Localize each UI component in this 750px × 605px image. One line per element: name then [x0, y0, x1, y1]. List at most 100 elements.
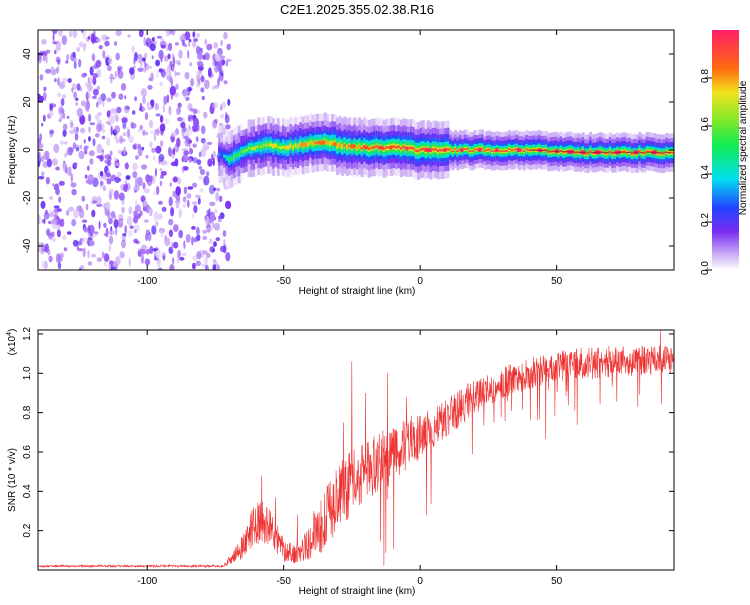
noise-blob: [88, 150, 95, 157]
signal-band-cell: [372, 146, 376, 149]
noise-blob: [58, 30, 63, 37]
noise-blob: [215, 54, 220, 62]
snr-y-axis-label: SNR (10 * v/v): [7, 448, 18, 512]
signal-band-cell: [264, 143, 268, 147]
noise-blob: [81, 237, 88, 244]
noise-blob: [155, 145, 162, 154]
noise-blob: [109, 150, 113, 156]
noise-blob: [92, 138, 96, 147]
signal-band-cell: [419, 148, 423, 151]
signal-band-cell: [323, 140, 327, 143]
noise-blob: [63, 247, 68, 252]
noise-blob: [148, 208, 153, 215]
noise-blob: [177, 62, 181, 66]
noise-blob: [105, 227, 109, 238]
noise-blob: [141, 146, 145, 151]
noise-blob: [177, 117, 183, 122]
signal-band-cell: [436, 149, 440, 152]
noise-blob: [214, 118, 218, 124]
noise-blob: [205, 171, 210, 177]
noise-blob: [123, 146, 126, 156]
noise-blob: [223, 80, 228, 85]
noise-blob: [65, 210, 70, 216]
signal-peak: [495, 148, 499, 152]
noise-blob: [182, 196, 187, 203]
noise-blob: [52, 32, 55, 42]
noise-blob: [156, 127, 159, 136]
signal-band-cell: [611, 152, 615, 155]
noise-blob: [79, 144, 83, 150]
noise-blob: [43, 150, 50, 161]
noise-blob: [188, 124, 191, 131]
noise-blob: [149, 245, 154, 254]
noise-blob: [178, 208, 182, 219]
signal-peak: [300, 142, 308, 147]
noise-blob: [38, 55, 43, 64]
signal-band-cell: [456, 150, 460, 152]
noise-blob: [196, 234, 201, 242]
noise-blob: [183, 240, 186, 249]
signal-peak: [271, 143, 277, 148]
noise-blob: [38, 175, 45, 180]
signal-band-cell: [348, 144, 352, 148]
snr-frame: [37, 329, 675, 571]
noise-blob: [82, 30, 87, 39]
noise-blob: [226, 43, 231, 51]
noise-blob: [110, 79, 113, 84]
signal-band-cell: [667, 152, 671, 154]
noise-blob: [181, 39, 185, 47]
noise-blob: [63, 167, 66, 172]
noise-blob: [40, 155, 45, 163]
signal-band-cell: [446, 148, 450, 151]
noise-blob: [147, 232, 152, 242]
noise-blob: [181, 127, 185, 137]
signal-band-cell: [638, 150, 642, 152]
noise-blob: [137, 128, 142, 133]
noise-blob: [96, 195, 102, 206]
noise-blob: [172, 56, 176, 67]
x-tick-label: 50: [551, 576, 563, 587]
signal-peak: [350, 144, 356, 149]
colorbar-gradient: [712, 30, 739, 270]
noise-blob: [199, 188, 204, 193]
signal-peak: [442, 148, 447, 152]
noise-blob: [165, 30, 171, 37]
noise-blob: [193, 205, 198, 214]
noise-blob: [114, 176, 120, 183]
signal-band-cell: [412, 147, 416, 150]
noise-blob: [202, 54, 206, 61]
signal-band-cell: [291, 146, 295, 149]
noise-blob: [171, 241, 174, 251]
signal-band-cell: [409, 146, 413, 150]
noise-blob: [225, 252, 231, 262]
noise-blob: [88, 224, 95, 234]
signal-band-cell: [643, 152, 647, 155]
noise-blob: [49, 103, 53, 108]
noise-blob: [85, 203, 89, 211]
y-tick-label: 0.2: [22, 523, 33, 537]
noise-blob: [222, 230, 227, 237]
noise-blob: [203, 79, 210, 90]
noise-blob: [186, 199, 190, 208]
noise-blob: [113, 157, 118, 162]
noise-blob: [132, 144, 137, 150]
y-tick-label: 0.6: [22, 445, 33, 459]
noise-blob: [83, 42, 87, 48]
noise-blob: [146, 177, 153, 187]
noise-blob: [92, 95, 97, 100]
noise-blob: [192, 182, 198, 188]
noise-blob: [62, 162, 68, 169]
signal-band-cell: [449, 148, 453, 151]
noise-blob: [55, 166, 60, 171]
noise-blob: [140, 88, 147, 98]
noise-blob: [38, 156, 42, 165]
spectrogram-y-ticks: -40 -20 0 20 40: [22, 48, 674, 253]
noise-blob: [191, 213, 195, 219]
noise-blob: [115, 225, 118, 236]
noise-blob: [58, 106, 64, 114]
noise-blob: [59, 81, 66, 90]
noise-blob: [160, 140, 164, 148]
noise-blob: [208, 67, 212, 77]
colorbar-tick-label: 0.0: [700, 261, 711, 275]
